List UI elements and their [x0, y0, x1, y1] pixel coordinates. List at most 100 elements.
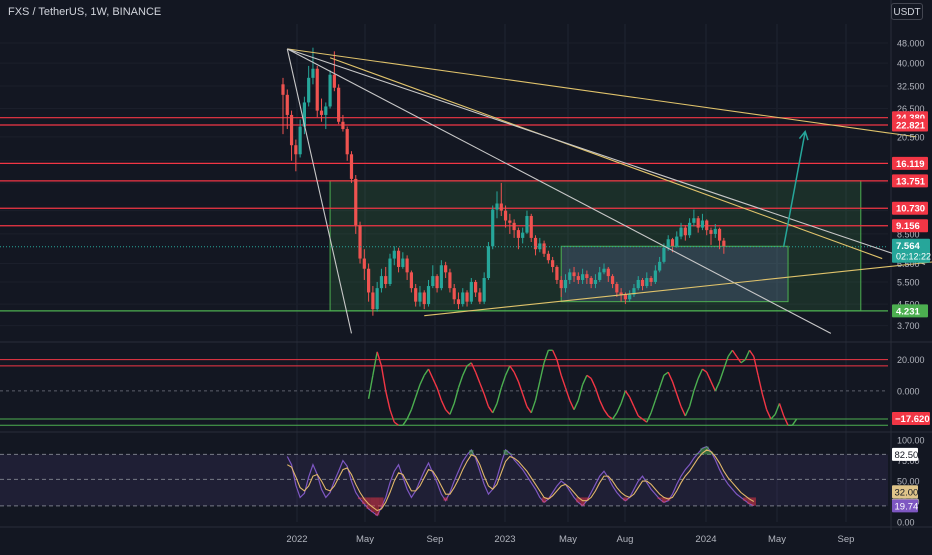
osc-segment	[564, 387, 571, 401]
osc-segment	[688, 390, 695, 407]
osc-segment	[642, 418, 648, 423]
candle-body	[281, 84, 285, 95]
osc-segment	[530, 400, 537, 414]
osc-segment	[479, 382, 485, 395]
osc-segment	[783, 415, 789, 426]
osc-segment	[697, 368, 704, 379]
osc-segment	[710, 381, 716, 392]
candle-body	[593, 279, 598, 284]
candle-body	[581, 274, 585, 280]
oscillator-pane	[0, 349, 888, 427]
candle-body	[619, 292, 623, 295]
price-tick-label: 3.700	[897, 321, 920, 331]
candle-body	[628, 294, 632, 300]
candle-body	[683, 227, 687, 236]
candle-body	[354, 178, 358, 226]
level-price-badge	[892, 156, 928, 170]
osc-segment	[372, 351, 378, 376]
candle-body	[375, 288, 379, 310]
last-price-badge	[892, 238, 930, 263]
candle-body	[713, 228, 717, 234]
osc-segment	[436, 387, 443, 401]
candle-body	[482, 278, 486, 302]
osc-segment	[522, 393, 528, 407]
candle-body	[418, 292, 422, 302]
candle-body	[362, 258, 366, 269]
candle-body	[324, 106, 328, 115]
osc-segment	[770, 413, 776, 420]
candle-body	[568, 272, 572, 280]
osc-segment	[380, 365, 387, 392]
time-axis: 2022 May Sep 2023 May Aug 2024 May Sep	[286, 534, 854, 545]
osc-segment	[740, 359, 746, 364]
osc-segment	[474, 371, 481, 384]
candle-body	[572, 272, 576, 277]
candle-body	[379, 276, 384, 289]
candle-body	[602, 268, 606, 273]
candle-body	[289, 114, 294, 146]
osc-segment	[526, 406, 532, 414]
osc-segment	[385, 390, 391, 410]
candle-body	[358, 225, 362, 259]
candle-body	[645, 278, 649, 287]
osc-segment	[569, 400, 575, 410]
osc-segment	[620, 390, 627, 404]
candle-body	[405, 258, 409, 273]
candle-body	[610, 276, 615, 284]
osc-segment	[367, 375, 374, 399]
osc-segment	[556, 359, 562, 376]
time-tick-label: Sep	[838, 534, 855, 545]
candle-body	[521, 232, 525, 238]
candle-body	[444, 265, 448, 273]
trendline	[424, 261, 932, 317]
price-tick-label: 5.500	[897, 277, 920, 287]
candle-body	[469, 281, 473, 302]
osc-segment	[727, 349, 733, 357]
osc-segment	[706, 371, 712, 382]
candle-body	[606, 268, 610, 277]
osc-segment	[774, 403, 781, 415]
candle-body	[632, 288, 636, 295]
osc-segment	[680, 406, 686, 417]
trendlines	[286, 48, 932, 334]
candle-body	[422, 292, 426, 305]
candle-body	[662, 247, 666, 262]
osc-segment	[702, 368, 708, 373]
symbol-title[interactable]: FXS / TetherUS, 1W, BINANCE	[8, 6, 162, 18]
osc-segment	[744, 349, 751, 360]
osc-segment	[611, 412, 618, 420]
osc-segment	[453, 387, 460, 404]
candle-body	[623, 294, 627, 300]
horizontal-levels	[0, 117, 888, 312]
osc-segment	[410, 396, 417, 410]
rsi-value-label: 82.50	[895, 450, 919, 461]
osc-segment	[466, 362, 472, 367]
osc-segment	[423, 368, 430, 376]
osc-segment	[723, 356, 729, 370]
candle-body	[409, 272, 413, 289]
osc-segment	[667, 371, 674, 382]
osc-segment	[389, 409, 395, 423]
osc-segment	[766, 409, 772, 420]
currency-button[interactable]: USDT	[891, 3, 923, 20]
candle-body	[431, 276, 435, 287]
candle-body	[538, 243, 542, 250]
osc-segment	[658, 375, 665, 389]
osc-segment	[500, 375, 507, 389]
candle-body	[576, 276, 580, 280]
candle-body	[555, 266, 559, 280]
osc-segment	[637, 415, 643, 420]
rsi-value-badge	[892, 485, 918, 499]
candle-body	[717, 228, 722, 241]
osc-segment	[504, 365, 511, 376]
osc-segment	[415, 384, 421, 398]
osc-segment	[646, 412, 652, 423]
candle-body	[499, 203, 503, 211]
candle-body	[396, 250, 401, 267]
candle-body	[679, 227, 683, 237]
osc-segment	[671, 381, 678, 395]
candle-body	[319, 110, 324, 115]
rsi-tick-label: 0.00	[897, 518, 915, 528]
candle-body	[328, 74, 332, 107]
rsi-value-badge	[892, 499, 918, 513]
